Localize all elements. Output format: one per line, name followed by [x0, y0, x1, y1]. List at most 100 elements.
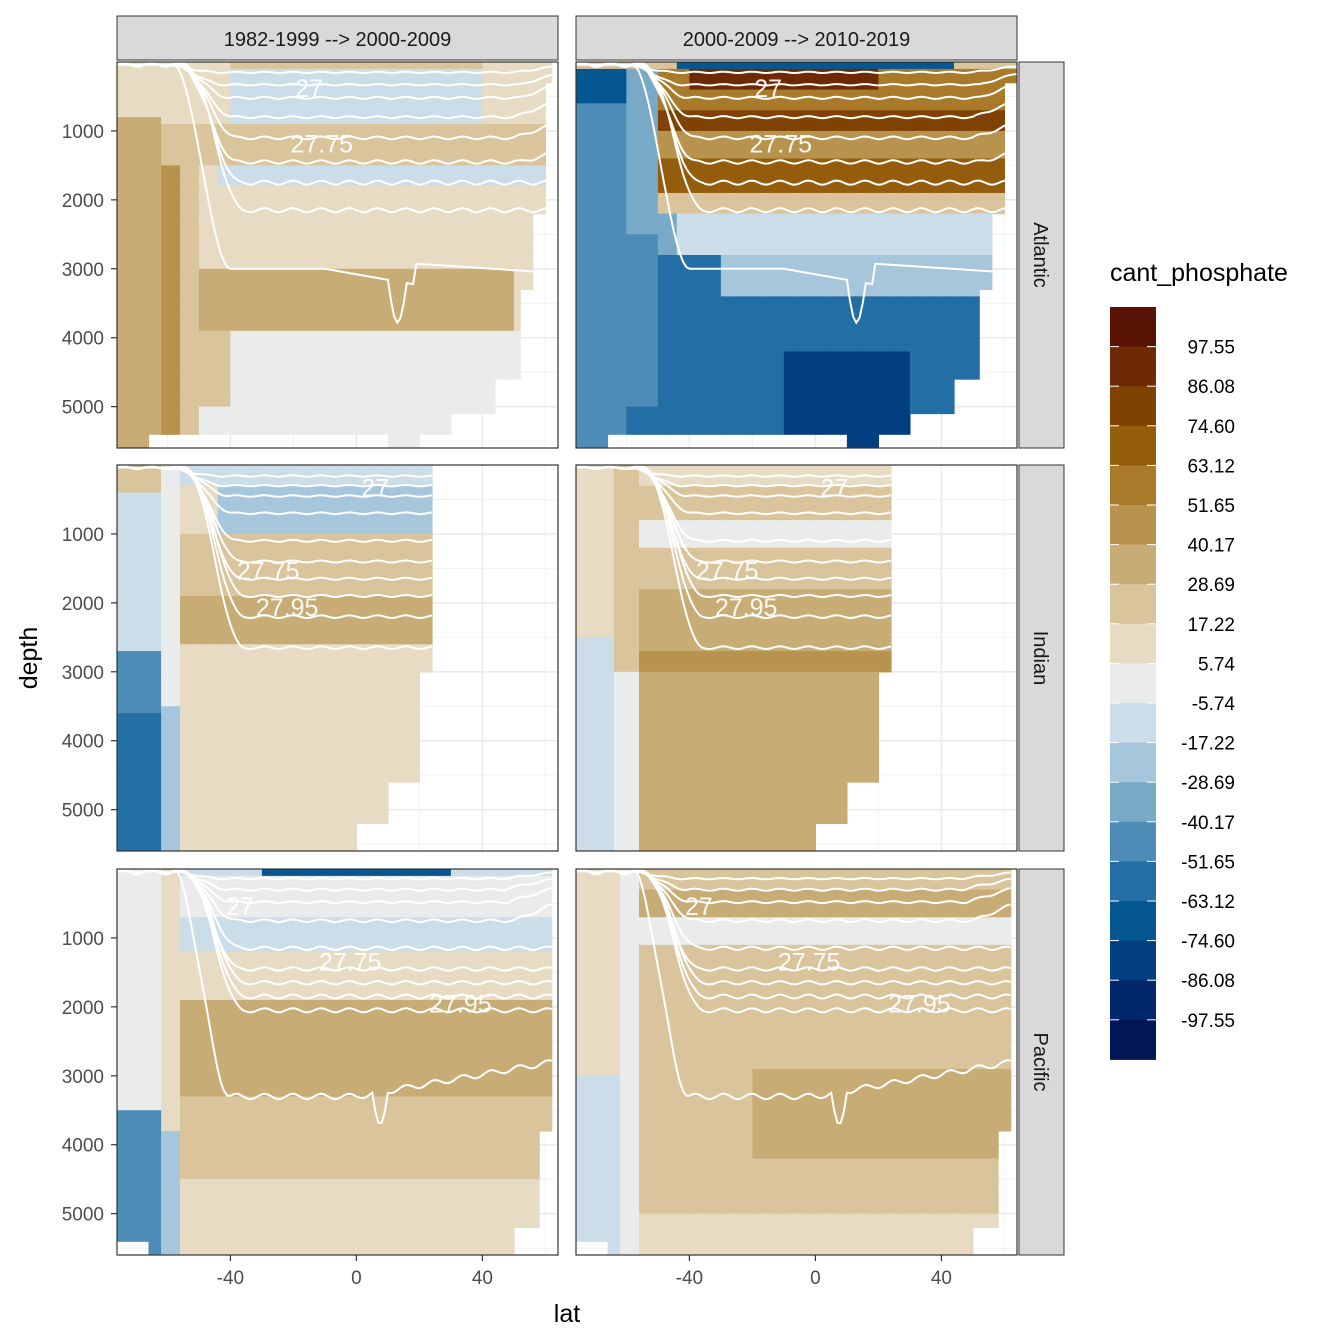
heatmap-cell [324, 275, 332, 284]
heatmap-cell [135, 68, 143, 77]
heatmap-cell [224, 227, 231, 235]
heatmap-cell [375, 144, 383, 153]
heatmap-cell [632, 124, 640, 132]
heatmap-cell [192, 296, 200, 304]
heatmap-cell [476, 248, 483, 256]
heatmap-cell [280, 255, 288, 263]
heatmap-cell [520, 96, 528, 104]
heatmap-cell [318, 103, 326, 111]
heatmap-cell [469, 192, 477, 201]
heatmap-cell [324, 289, 332, 297]
heatmap-cell [375, 406, 383, 415]
heatmap-cell [613, 351, 621, 359]
heatmap-cell [129, 227, 137, 235]
heatmap-cell [432, 241, 439, 249]
heatmap-cell [211, 248, 219, 256]
heatmap-cell [224, 117, 231, 125]
heatmap-cell [695, 255, 703, 263]
heatmap-cell [463, 227, 471, 235]
heatmap-cell [148, 137, 156, 146]
heatmap-cell [457, 358, 465, 366]
heatmap-cell [476, 75, 483, 84]
heatmap-cell [293, 365, 301, 373]
heatmap-cell [217, 379, 225, 387]
heatmap-cell [387, 337, 395, 346]
heatmap-cell [594, 165, 602, 173]
heatmap-cell [526, 151, 534, 160]
heatmap-cell [588, 103, 596, 111]
heatmap-cell [507, 130, 515, 139]
heatmap-cell [249, 358, 257, 366]
heatmap-cell [425, 172, 433, 180]
heatmap-cell [695, 420, 703, 428]
heatmap-cell [230, 248, 238, 256]
heatmap-cell [670, 151, 678, 160]
heatmap-cell [343, 330, 351, 339]
heatmap-cell [594, 110, 602, 118]
heatmap-cell [362, 385, 370, 394]
heatmap-cell [142, 406, 150, 415]
heatmap-cell [632, 213, 640, 222]
heatmap-cell [419, 220, 427, 229]
heatmap-cell [148, 103, 156, 111]
heatmap-cell [230, 317, 238, 325]
heatmap-cell [657, 275, 665, 284]
heatmap-cell [708, 213, 716, 222]
heatmap-cell [495, 144, 502, 153]
heatmap-cell [639, 213, 646, 222]
heatmap-cell [620, 289, 627, 297]
heatmap-cell [129, 130, 137, 139]
heatmap-cell [299, 392, 307, 401]
heatmap-cell [695, 124, 703, 132]
heatmap-cell [594, 172, 602, 180]
heatmap-cell [243, 144, 250, 153]
heatmap-cell [167, 296, 175, 304]
heatmap-cell [356, 89, 364, 98]
heatmap-cell [539, 186, 546, 194]
heatmap-cell [444, 179, 452, 187]
heatmap-cell [626, 234, 634, 242]
heatmap-cell [312, 365, 320, 373]
heatmap-cell [450, 241, 458, 249]
heatmap-cell [714, 89, 722, 98]
heatmap-cell [205, 351, 213, 359]
heatmap-cell [255, 392, 263, 401]
heatmap-cell [180, 296, 187, 304]
heatmap-cell [217, 89, 225, 98]
heatmap-cell [211, 117, 219, 125]
heatmap-cell [261, 144, 269, 153]
heatmap-cell [123, 255, 131, 263]
heatmap-cell [495, 130, 502, 139]
heatmap-cell [299, 234, 307, 242]
heatmap-cell [576, 427, 583, 435]
heatmap-cell [148, 144, 156, 153]
heatmap-cell [299, 186, 307, 194]
heatmap-cell [607, 379, 615, 387]
heatmap-cell [488, 110, 496, 118]
heatmap-cell [733, 158, 741, 166]
heatmap-cell [173, 365, 181, 373]
heatmap-cell [230, 344, 238, 353]
heatmap-cell [224, 275, 231, 284]
heatmap-cell [413, 192, 420, 201]
heatmap-cell [482, 399, 490, 408]
heatmap-cell [117, 137, 124, 146]
heatmap-cell [582, 351, 590, 359]
heatmap-cell [632, 289, 640, 297]
heatmap-cell [406, 406, 414, 415]
heatmap-cell [198, 220, 206, 229]
heatmap-cell [501, 137, 509, 146]
heatmap-cell [513, 275, 521, 284]
heatmap-cell [387, 289, 395, 297]
heatmap-cell [230, 117, 238, 125]
heatmap-cell [601, 248, 609, 256]
heatmap-cell [632, 337, 640, 346]
heatmap-cell [249, 186, 257, 194]
heatmap-cell [192, 365, 200, 373]
heatmap-cell [613, 103, 621, 111]
heatmap-cell [607, 89, 615, 98]
heatmap-cell [387, 117, 395, 125]
heatmap-cell [720, 151, 728, 160]
heatmap-cell [198, 158, 206, 166]
heatmap-cell [123, 372, 131, 380]
